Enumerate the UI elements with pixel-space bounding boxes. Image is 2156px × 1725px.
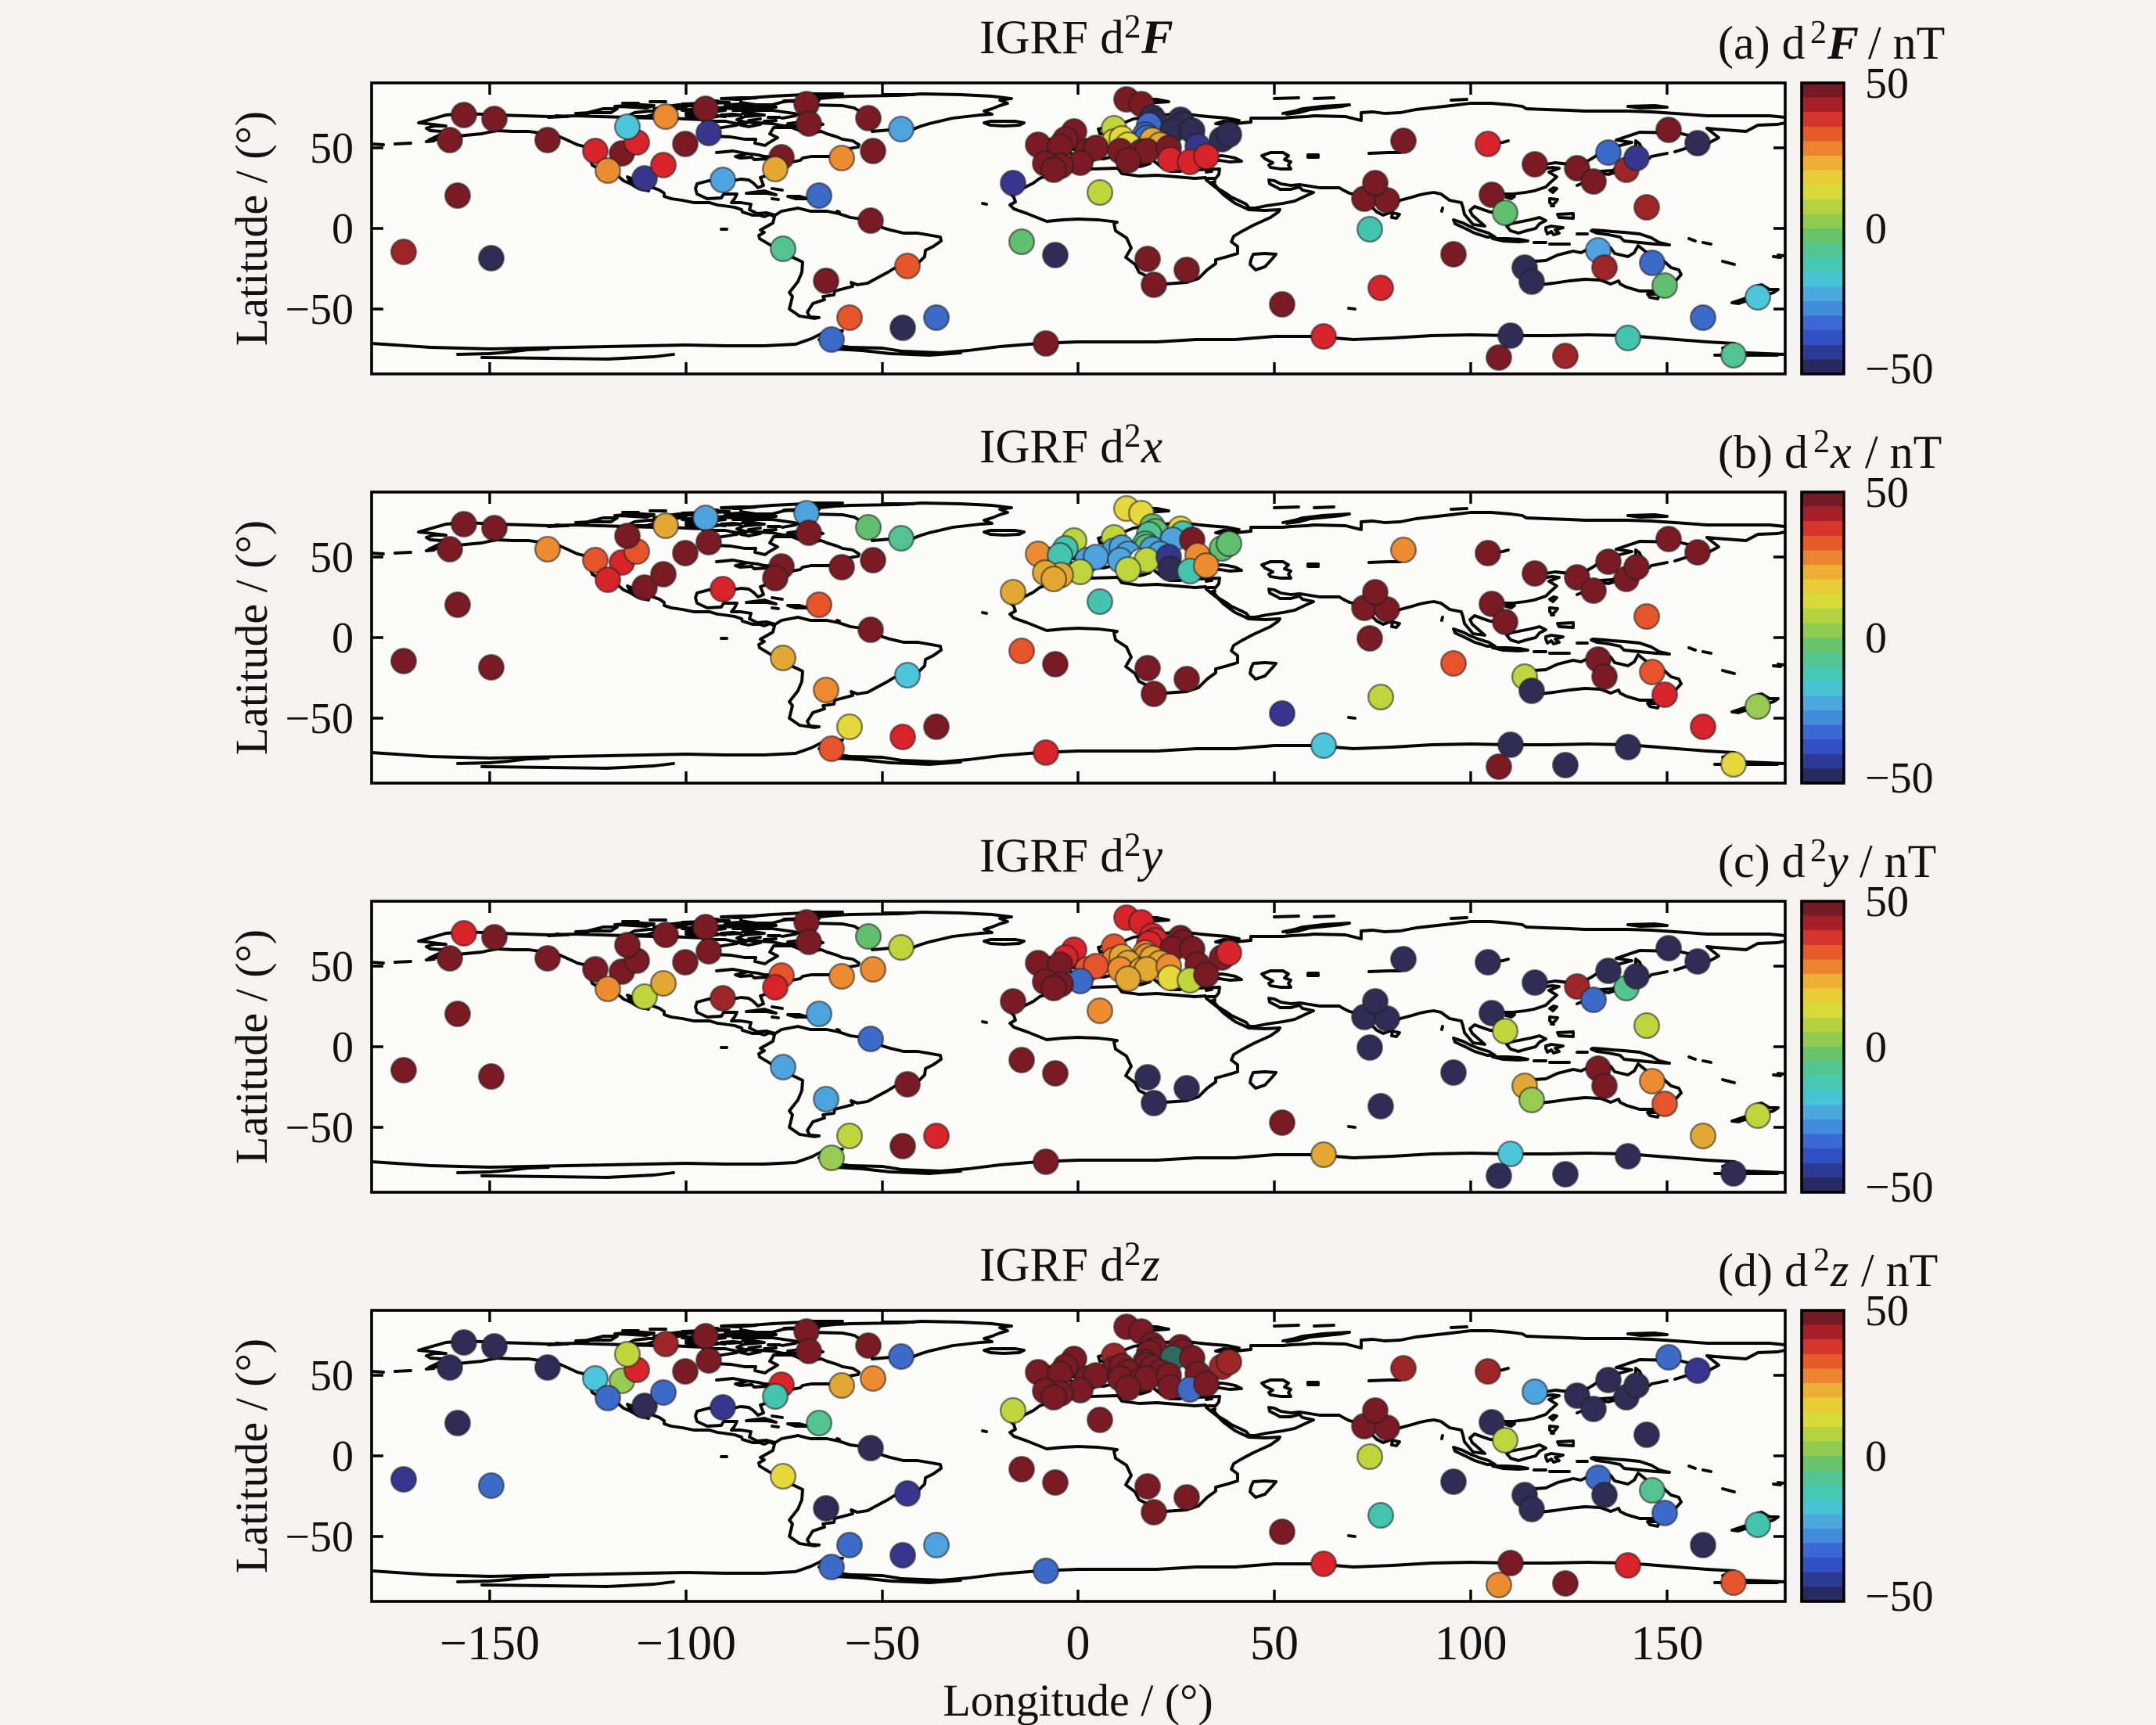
svg-text:0: 0 bbox=[1865, 1023, 1887, 1072]
svg-text:50: 50 bbox=[310, 534, 354, 582]
svg-text:−50: −50 bbox=[1865, 1163, 1934, 1212]
svg-text:Latitude / (°): Latitude / (°) bbox=[226, 520, 277, 755]
svg-text:2: 2 bbox=[1813, 1242, 1830, 1278]
svg-text:y: y bbox=[1137, 830, 1163, 882]
svg-text:0: 0 bbox=[1865, 205, 1887, 253]
svg-text:100: 100 bbox=[1435, 1617, 1507, 1670]
svg-text:Longitude / (°): Longitude / (°) bbox=[943, 1675, 1213, 1725]
svg-text:y: y bbox=[1823, 836, 1849, 887]
svg-text:2: 2 bbox=[1810, 833, 1827, 869]
svg-text:50: 50 bbox=[310, 124, 354, 173]
svg-text:50: 50 bbox=[310, 943, 354, 991]
svg-text:−50: −50 bbox=[1865, 754, 1934, 803]
svg-text:x: x bbox=[1141, 421, 1162, 473]
svg-text:50: 50 bbox=[1865, 878, 1909, 926]
svg-text:−100: −100 bbox=[636, 1617, 736, 1670]
svg-text:IGRF d: IGRF d bbox=[979, 1239, 1124, 1292]
svg-text:Latitude / (°): Latitude / (°) bbox=[226, 1339, 277, 1573]
svg-text:2: 2 bbox=[1124, 1236, 1141, 1273]
svg-text:F: F bbox=[1827, 17, 1859, 69]
svg-text:Latitude / (°): Latitude / (°) bbox=[226, 929, 277, 1164]
svg-text:0: 0 bbox=[1865, 614, 1887, 663]
svg-text:50: 50 bbox=[1250, 1617, 1299, 1670]
svg-text:z: z bbox=[1141, 1239, 1160, 1292]
svg-text:−50: −50 bbox=[285, 1104, 354, 1152]
svg-text:x: x bbox=[1830, 426, 1852, 478]
svg-text:−50: −50 bbox=[845, 1617, 921, 1670]
svg-text:0: 0 bbox=[1865, 1432, 1887, 1481]
svg-text:0: 0 bbox=[1066, 1617, 1091, 1670]
svg-text:−50: −50 bbox=[1865, 345, 1934, 394]
svg-text:−50: −50 bbox=[285, 286, 354, 334]
svg-text:/ nT: / nT bbox=[1860, 836, 1936, 887]
svg-text:/ nT: / nT bbox=[1868, 17, 1945, 69]
svg-text:−150: −150 bbox=[440, 1617, 540, 1670]
svg-text:2: 2 bbox=[1124, 9, 1141, 45]
svg-text:−50: −50 bbox=[285, 1513, 354, 1561]
svg-text:2: 2 bbox=[1124, 418, 1141, 455]
svg-text:150: 150 bbox=[1631, 1617, 1704, 1670]
svg-text:(c) d: (c) d bbox=[1718, 836, 1806, 887]
svg-text:Latitude / (°): Latitude / (°) bbox=[226, 111, 277, 346]
svg-text:2: 2 bbox=[1813, 424, 1830, 460]
svg-text:(a) d: (a) d bbox=[1718, 17, 1806, 69]
svg-text:2: 2 bbox=[1124, 827, 1141, 864]
svg-text:IGRF d: IGRF d bbox=[979, 830, 1124, 882]
svg-text:2: 2 bbox=[1810, 15, 1827, 51]
svg-text:50: 50 bbox=[1865, 59, 1909, 108]
svg-text:z: z bbox=[1830, 1245, 1849, 1296]
svg-text:(b) d: (b) d bbox=[1718, 426, 1808, 478]
svg-text:IGRF d: IGRF d bbox=[979, 12, 1124, 64]
svg-text:(d) d: (d) d bbox=[1718, 1245, 1808, 1296]
svg-text:50: 50 bbox=[1865, 469, 1909, 517]
svg-text:0: 0 bbox=[332, 1432, 354, 1481]
svg-text:0: 0 bbox=[332, 205, 354, 253]
svg-text:F: F bbox=[1141, 12, 1173, 64]
svg-text:/ nT: / nT bbox=[1865, 426, 1942, 478]
svg-text:50: 50 bbox=[310, 1352, 354, 1400]
svg-text:/ nT: / nT bbox=[1861, 1245, 1938, 1296]
svg-text:0: 0 bbox=[332, 614, 354, 663]
svg-text:50: 50 bbox=[1865, 1287, 1909, 1335]
svg-text:IGRF d: IGRF d bbox=[979, 421, 1124, 473]
svg-text:−50: −50 bbox=[1865, 1572, 1934, 1621]
svg-text:−50: −50 bbox=[285, 695, 354, 743]
svg-text:0: 0 bbox=[332, 1023, 354, 1072]
